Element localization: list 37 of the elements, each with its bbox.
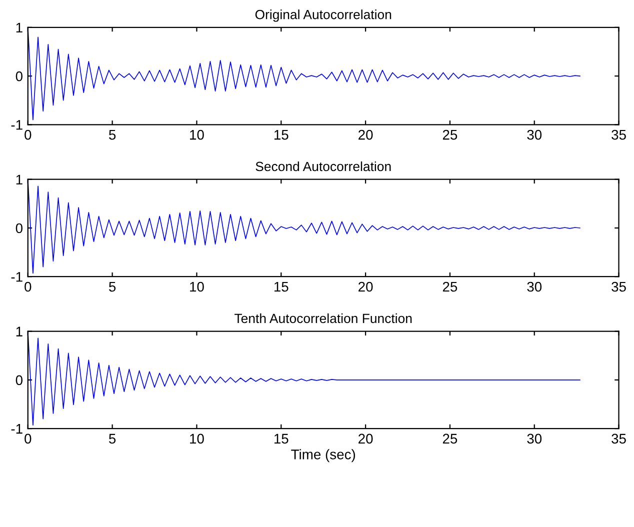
x-tick-label: 30 [527, 282, 542, 292]
y-tick-label: 1 [16, 174, 22, 184]
x-tick-label: 15 [274, 282, 288, 292]
x-tick-label: 15 [274, 130, 288, 140]
x-tick-label: 10 [190, 282, 204, 292]
y-tick-label: 0 [16, 71, 22, 82]
x-tick-label: 10 [190, 434, 204, 444]
x-tick-label: 35 [612, 434, 626, 444]
y-tick-label: 1 [16, 326, 22, 336]
y-tick-label: -1 [11, 272, 22, 282]
y-tick-label: -1 [11, 120, 22, 130]
x-tick-label: 25 [442, 434, 458, 444]
x-tick-label: 35 [612, 130, 626, 140]
chart-title: Tenth Autocorrelation Function [234, 313, 412, 324]
x-tick-label: 0 [24, 130, 32, 140]
chart-title: Second Autocorrelation [256, 161, 391, 172]
x-tick-label: 20 [358, 434, 373, 444]
y-tick-label: 0 [16, 375, 22, 386]
x-tick-label: 30 [527, 130, 542, 140]
x-tick-label: 5 [109, 434, 116, 444]
x-tick-label: 0 [24, 434, 32, 444]
x-tick-label: 25 [442, 282, 458, 292]
x-tick-label: 0 [24, 282, 32, 292]
chart-title: Original Autocorrelation [255, 10, 392, 22]
x-tick-label: 30 [527, 434, 542, 444]
x-axis-title: Time (sec) [291, 449, 356, 462]
x-tick-label: 5 [109, 282, 116, 292]
x-tick-label: 5 [109, 130, 116, 140]
x-tick-label: 20 [358, 282, 373, 292]
x-tick-label: 20 [358, 130, 373, 140]
y-tick-label: -1 [11, 424, 22, 434]
x-tick-label: 15 [274, 434, 288, 444]
x-tick-label: 25 [442, 130, 458, 140]
y-tick-label: 0 [16, 223, 22, 234]
x-tick-label: 35 [612, 282, 626, 292]
x-tick-label: 10 [190, 130, 204, 140]
y-tick-label: 1 [16, 22, 22, 32]
